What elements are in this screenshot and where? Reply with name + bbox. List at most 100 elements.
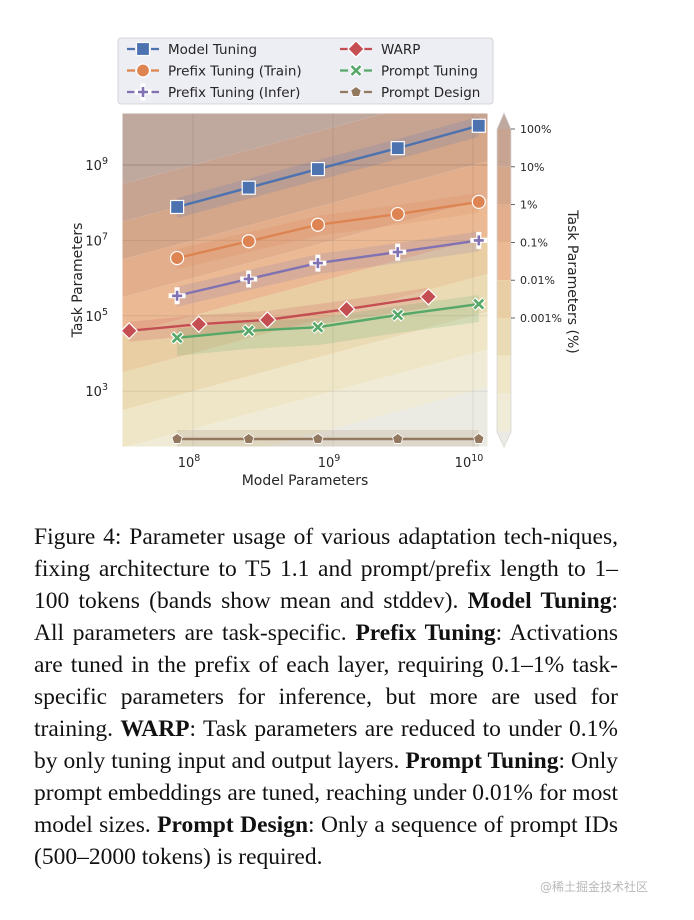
data-point-plus <box>309 254 327 272</box>
colorbar-tick-label: 0.1% <box>520 236 548 249</box>
data-point-circle <box>170 250 185 266</box>
data-point-diamond <box>120 321 139 340</box>
data-point-square <box>310 161 325 177</box>
legend-item: Prompt Design <box>340 85 480 101</box>
data-point-x <box>472 297 486 311</box>
colorbar-segment <box>497 280 511 318</box>
contour-band <box>265 387 488 447</box>
caption-term: Prefix Tuning <box>355 620 496 646</box>
contour-band <box>122 160 488 298</box>
caption-term: WARP <box>120 716 190 742</box>
colorbar-segment <box>497 355 511 394</box>
stddev-band <box>129 287 429 342</box>
figure-caption: Figure 4: Parameter usage of various ada… <box>34 521 618 873</box>
plot-frame <box>121 112 489 448</box>
data-point-diamond <box>347 40 365 58</box>
legend-label: Prefix Tuning (Train) <box>168 64 302 80</box>
data-point-diamond <box>419 287 438 306</box>
data-point-circle <box>471 194 486 210</box>
data-point-x <box>390 308 405 322</box>
watermark: @稀土掘金技术社区 <box>540 880 649 894</box>
contour-band <box>122 113 488 222</box>
data-point-circle <box>390 206 405 222</box>
legend-label: Prefix Tuning (Infer) <box>168 85 300 101</box>
legend-item: Prefix Tuning (Infer) <box>127 83 300 101</box>
colorbar-segment <box>497 166 511 205</box>
data-point-circle <box>241 234 256 249</box>
colorbar-segment <box>497 204 511 243</box>
data-point-plus <box>470 231 488 249</box>
data-point-square <box>170 199 185 215</box>
data-point-x <box>349 63 363 78</box>
contour-band <box>122 274 488 411</box>
data-point-pentagon <box>243 432 255 444</box>
data-point-circle <box>135 63 151 78</box>
legend-box <box>117 37 494 105</box>
data-point-pentagon <box>312 432 324 444</box>
legend-label: Model Tuning <box>168 42 257 58</box>
series-markers <box>120 118 488 444</box>
caption-text: : Only a sequence of prompt IDs (500–200… <box>34 812 618 870</box>
x-tick-label: 1010 <box>455 453 484 471</box>
colorbar-segment <box>497 129 511 167</box>
colorbar-segment <box>497 393 511 432</box>
caption-term: Model Tuning <box>467 588 612 614</box>
legend-item: Prompt Tuning <box>340 64 478 80</box>
data-point-pentagon <box>392 432 404 444</box>
y-tick-label: 103 <box>85 382 108 400</box>
data-point-x <box>311 320 325 334</box>
data-point-diamond <box>258 311 277 329</box>
contour-band <box>122 236 488 373</box>
colorbar-tick-label: 1% <box>520 199 537 212</box>
data-point-circle <box>310 217 325 232</box>
contour-band <box>122 123 488 260</box>
caption-term: Prompt Tuning <box>405 748 559 774</box>
legend-item: Prefix Tuning (Train) <box>127 63 302 80</box>
caption-text: Figure 4: Parameter usage of various ada… <box>34 524 618 614</box>
data-point-plus <box>168 287 186 305</box>
data-point-diamond <box>189 315 208 334</box>
y-tick-label: 109 <box>85 156 108 174</box>
data-point-square <box>471 118 486 133</box>
data-point-pentagon <box>171 432 183 444</box>
colorbar-label: Task Parameters (%) <box>564 209 580 353</box>
colorbar-arrow-bottom <box>497 431 511 447</box>
x-tick-label: 109 <box>318 453 341 471</box>
colorbar-arrow-top <box>497 113 511 129</box>
data-point-diamond <box>337 300 356 319</box>
colorbar-tick-label: 0.01% <box>520 274 555 287</box>
data-point-square <box>241 180 256 195</box>
colorbar-segment <box>497 242 511 281</box>
contour-band <box>122 311 488 447</box>
colorbar-tick-label: 10% <box>520 161 544 174</box>
caption-text: : All parameters are task-specific. <box>34 588 618 646</box>
contour-band <box>125 349 488 447</box>
data-point-pentagon <box>473 432 485 444</box>
data-point-plus <box>240 270 258 288</box>
y-tick-label: 105 <box>85 307 108 325</box>
data-point-x <box>170 331 184 345</box>
legend-label: WARP <box>381 42 420 58</box>
contour-band <box>122 113 387 185</box>
colorbar: 100% 10% 1% 0.1% 0.01% 0.001% <box>496 112 562 448</box>
x-axis-label: Model Parameters <box>242 473 369 489</box>
data-point-plus <box>134 83 152 101</box>
data-point-x <box>241 324 256 338</box>
colorbar-segment <box>497 318 511 356</box>
figure-chart: 108 109 1010 103 105 107 109 Model Parameters… <box>70 37 580 489</box>
y-axis-label: Task Parameters <box>70 223 86 339</box>
legend-item: WARP <box>340 40 420 58</box>
colorbar-tick-label: 100% <box>520 123 551 136</box>
y-tick-label: 107 <box>85 231 108 249</box>
data-point-pentagon <box>350 86 362 97</box>
x-tick-label: 108 <box>178 453 201 471</box>
caption-term: Prompt Design <box>157 812 309 838</box>
legend-label: Prompt Tuning <box>381 64 478 80</box>
legend-item: Model Tuning <box>127 41 257 58</box>
caption-text: : Activations are tuned in the prefix of… <box>34 620 619 742</box>
data-point-plus <box>389 243 407 261</box>
caption-text: : Task parameters are reduced to under 0… <box>34 716 619 774</box>
data-point-square <box>135 41 151 57</box>
caption-text: : Only prompt embeddings are tuned, reac… <box>34 748 619 838</box>
legend-label: Prompt Design <box>381 85 480 101</box>
